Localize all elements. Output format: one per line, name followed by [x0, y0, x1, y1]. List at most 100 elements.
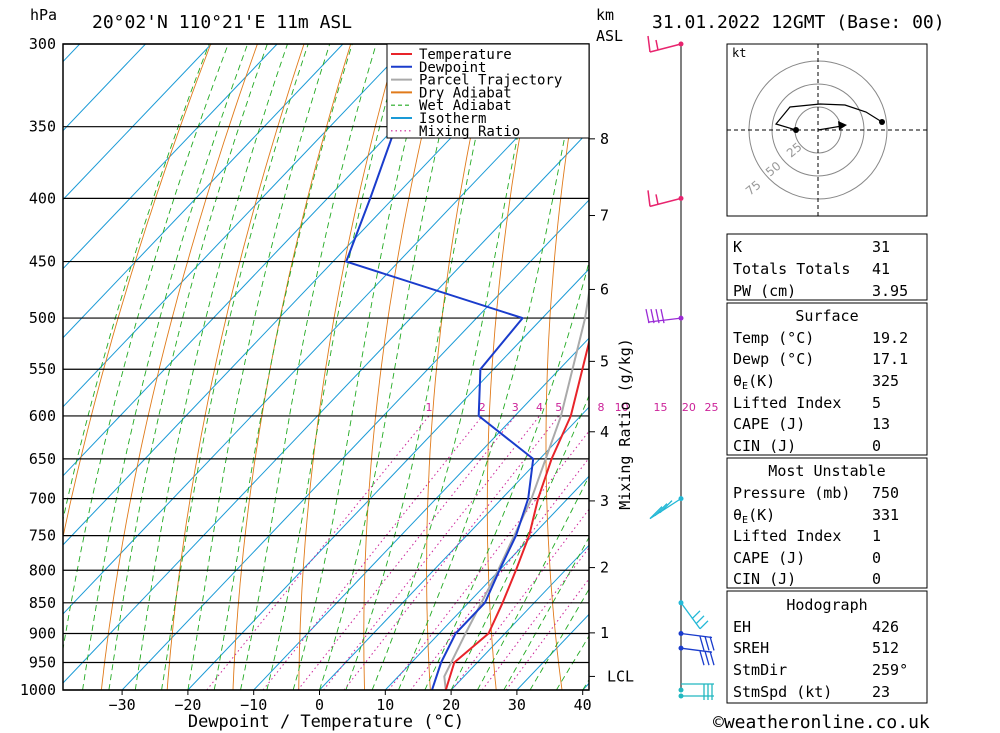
km-tick-label: 5: [600, 352, 609, 370]
height-km-axis: 1 2 3 4 5 6 7 8 LCL: [589, 130, 634, 685]
storm-speed-value: 23: [872, 683, 890, 701]
mixing-ratio-label: 5: [555, 401, 562, 414]
km-tick-label: 2: [600, 559, 609, 577]
km-tick-label: 4: [600, 423, 609, 441]
isotherm-line: [63, 44, 278, 270]
indices-box: [726, 233, 928, 301]
legend-label: Temperature: [419, 47, 512, 63]
eh-label: EH: [733, 618, 751, 636]
storm-speed-label: StmSpd (kt): [733, 683, 832, 701]
wet-adiabat-line: [187, 44, 331, 690]
pressure-tick-label: 500: [29, 309, 56, 327]
isotherm-line: [63, 130, 589, 684]
mixing-ratio-labels: 1 2 3 4 5 8 10 15 20 25: [426, 401, 719, 414]
mixing-ratio-label: 1: [426, 401, 433, 414]
hodograph-start-point: [793, 127, 799, 133]
mixing-ratio-label: 10: [615, 401, 629, 414]
km-tick-label: 1: [600, 624, 609, 642]
totals-totals-value: 41: [872, 260, 890, 278]
legend-label: Wet Adiabat: [419, 98, 512, 114]
surface-cin-label: CIN (J): [733, 437, 796, 455]
hodograph-stats-title: Hodograph: [786, 596, 867, 614]
dry-adiabat-line: [166, 44, 305, 690]
dry-adiabat-line: [363, 44, 445, 690]
wind-barb: [647, 35, 684, 53]
wet-adiabat-line: [398, 44, 584, 690]
temperature-tick-label: 10: [376, 696, 394, 714]
wet-adiabat-line: [319, 44, 462, 690]
mixing-ratio-line: [481, 546, 589, 690]
legend-label: Parcel Trajectory: [419, 73, 562, 89]
mixing-ratio-label: 15: [653, 401, 667, 414]
sreh-value: 512: [872, 639, 899, 657]
dry-adiabat-lines: [63, 26, 1000, 716]
mu-cin-value: 0: [872, 570, 881, 588]
pressure-tick-label: 900: [29, 624, 56, 642]
pressure-tick-label: 950: [29, 653, 56, 671]
pressure-tick-label: 850: [29, 594, 56, 612]
temperature-axis-labels: −30 −20 −10 0 10 20 30 40: [109, 690, 592, 714]
wet-adiabat-line: [240, 44, 377, 690]
mixing-ratio-label: 4: [536, 401, 543, 414]
legend-box: [386, 43, 590, 139]
pressure-tick-label: 450: [29, 253, 56, 271]
isotherm-line: [63, 61, 589, 615]
dry-adiabat-line: [486, 44, 538, 690]
km-tick-label: 6: [600, 280, 609, 298]
location-title: 20°02'N 110°21'E 11m ASL: [92, 12, 352, 33]
mixing-ratio-line: [297, 415, 516, 690]
mixing-ratio-line: [206, 415, 430, 690]
dry-adiabat-line: [100, 44, 258, 690]
isotherm-line: [319, 406, 589, 690]
most-unstable-title: Most Unstable: [768, 462, 885, 480]
precipitable-water-label: PW (cm): [733, 282, 796, 300]
surface-cin-value: 0: [872, 437, 881, 455]
wind-barb: [647, 190, 684, 208]
surface-lifted-index-label: Lifted Index: [733, 394, 841, 412]
surface-cape-value: 13: [872, 415, 890, 433]
lcl-label: LCL: [607, 667, 634, 685]
mu-theta-value: 331: [872, 506, 899, 524]
legend-label: Mixing Ratio: [419, 124, 520, 140]
pressure-tick-label: 1000: [20, 681, 56, 699]
km-tick-label: 3: [600, 492, 609, 510]
dry-adiabat-line: [957, 26, 1000, 716]
pressure-tick-label: 550: [29, 360, 56, 378]
temperature-tick-label: 0: [315, 696, 324, 714]
pressure-tick-label: 800: [29, 561, 56, 579]
surface-dewp-value: 17.1: [872, 350, 908, 368]
isotherm-line: [450, 544, 589, 690]
pressure-unit-label: hPa: [30, 6, 57, 24]
wind-barb: [678, 630, 715, 651]
eh-value: 426: [872, 618, 899, 636]
sounding-profiles: [345, 44, 589, 690]
precipitable-water-value: 3.95: [872, 282, 908, 300]
most-unstable-box: [726, 457, 928, 589]
hodograph-stats-box: [726, 590, 928, 704]
mixing-ratio-line: [505, 578, 589, 690]
mixing-ratio-line: [388, 430, 589, 690]
wet-adiabat-line: [134, 44, 288, 690]
mixing-ratio-lines: [206, 415, 589, 690]
temperature-tick-label: −30: [109, 696, 136, 714]
mixing-ratio-label: 3: [512, 401, 519, 414]
pressure-tick-label: 350: [29, 118, 56, 136]
pressure-tick-label: 300: [29, 35, 56, 53]
isotherm-line: [63, 44, 344, 339]
storm-motion-vector: [817, 125, 843, 131]
mixing-ratio-label: 25: [704, 401, 718, 414]
surface-lifted-index-value: 5: [872, 394, 881, 412]
temperature-line: [444, 338, 589, 690]
k-index-label: K: [733, 238, 742, 256]
storm-direction-value: 259°: [872, 661, 908, 679]
hodograph: kt 25 50 75: [726, 43, 928, 217]
hodograph-unit-label: kt: [732, 46, 746, 60]
dry-adiabat-line: [63, 44, 212, 540]
km-tick-label: 7: [600, 207, 609, 225]
dry-adiabat-line: [426, 44, 492, 690]
wet-adiabat-line: [450, 394, 589, 690]
mu-theta-label: θE(K): [733, 506, 775, 526]
dry-adiabat-line: [298, 44, 398, 690]
